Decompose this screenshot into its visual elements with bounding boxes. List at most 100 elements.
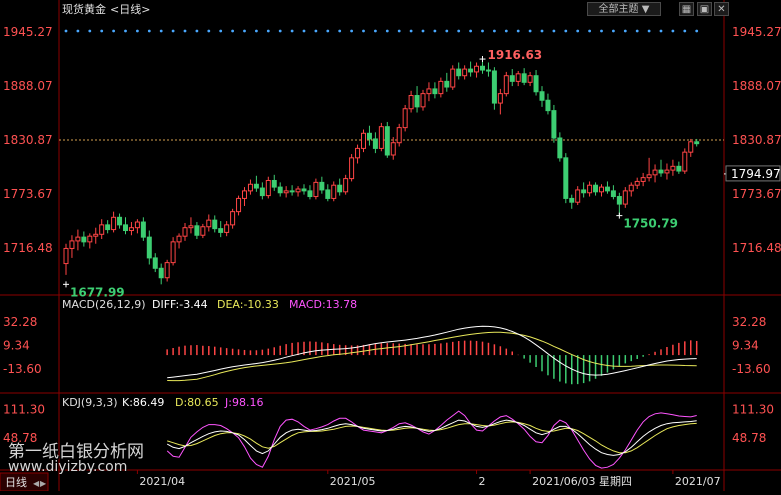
macd-label: MACD(26,12,9): [62, 298, 146, 311]
kdj-tick-right: 48.78: [732, 431, 766, 445]
candle-body: [390, 142, 396, 156]
candle-body: [521, 73, 527, 83]
candle-body: [426, 88, 432, 95]
price-tick-left: 1830.87: [3, 133, 53, 147]
signal-dot: [112, 29, 115, 33]
tab-scroll-left-icon[interactable]: ◀: [33, 479, 40, 488]
maximize-button[interactable]: ▣: [697, 2, 712, 16]
signal-dot: [350, 29, 353, 33]
candle-body: [325, 189, 331, 199]
signal-dot: [588, 29, 591, 33]
candle-body: [170, 241, 176, 264]
candle-body: [616, 196, 622, 205]
signal-dot: [147, 29, 151, 33]
signal-dot: [516, 29, 520, 33]
candle-body: [349, 157, 355, 180]
candle-body: [247, 183, 253, 192]
signal-dot: [362, 29, 365, 33]
signal-dot: [64, 29, 68, 33]
candle-body: [503, 75, 509, 95]
signal-dot: [290, 29, 294, 33]
candle-body: [545, 99, 551, 112]
candle-body: [557, 137, 563, 159]
theme-dropdown-button[interactable]: 全部主题 ▼: [587, 2, 661, 16]
candle-body: [206, 219, 212, 228]
candle-body: [188, 225, 194, 229]
candle-body: [295, 188, 301, 193]
candle-body: [474, 65, 480, 73]
grid-layout-button[interactable]: ▦: [679, 2, 694, 16]
signal-dot: [493, 29, 496, 33]
kdj-axis-ticks: 111.30 111.30 48.78 48.78: [3, 403, 774, 445]
macd-dea-label: DEA:-10.33: [217, 298, 279, 311]
price-axis-ticks: 1945.27 1945.27 1888.07 1888.07 1830.87 1830.…: [3, 25, 781, 255]
candle-body: [111, 216, 117, 231]
candle-body: [480, 65, 485, 71]
candle-body: [242, 190, 247, 199]
candle-body: [688, 141, 694, 153]
tab-scroll-right-icon[interactable]: ▶: [40, 479, 47, 488]
kdj-tick-left: 111.30: [3, 403, 45, 417]
candle-body: [563, 157, 569, 199]
candle-body: [414, 95, 420, 108]
candle-body: [539, 91, 545, 101]
candle-body: [509, 75, 515, 82]
signal-dot: [576, 29, 580, 33]
price-tick-right: 1716.48: [732, 241, 781, 255]
period-selector[interactable]: <日线>: [110, 2, 150, 16]
signal-dot: [231, 29, 235, 33]
candle-body: [610, 190, 616, 198]
candle-body: [652, 169, 658, 176]
candle-body: [361, 132, 366, 149]
candle-body: [277, 186, 283, 194]
candle-body: [152, 257, 158, 269]
macd-axis-ticks: 32.28 32.28 9.34 9.34 -13.60 -13.60: [3, 315, 771, 376]
candle-body: [378, 126, 384, 149]
signal-dots: [64, 29, 699, 33]
signal-dot: [635, 29, 639, 33]
candle-body: [87, 235, 93, 243]
close-button[interactable]: ✕: [714, 2, 729, 16]
signal-dot: [433, 29, 437, 33]
candle-body: [337, 184, 343, 193]
candle-body: [75, 236, 81, 242]
macd-tick-right: 9.34: [732, 339, 759, 353]
macd-tick-right: -13.60: [732, 362, 771, 376]
macd-diff-label: DIFF:-3.44: [152, 298, 208, 311]
price-tick-left: 1888.07: [3, 79, 53, 93]
annotation-label: 1750.79: [623, 217, 678, 231]
annotation-label: 1916.63: [488, 48, 543, 62]
candle-body: [581, 189, 587, 194]
macd-tick-left: 9.34: [3, 339, 30, 353]
candle-body: [396, 127, 402, 144]
candle-body: [408, 95, 414, 110]
signal-dot: [671, 29, 675, 33]
price-annotations: 1916.63 1677.99 1750.79: [63, 48, 678, 299]
price-tick-right: 1830.87: [732, 133, 781, 147]
signal-dot: [326, 29, 330, 33]
grid-icon: ▦: [681, 4, 692, 15]
signal-dot: [528, 29, 532, 33]
signal-dot: [647, 29, 651, 33]
signal-dot: [76, 29, 80, 33]
candle-body: [259, 187, 265, 197]
kdj-j-label: J:98.16: [224, 396, 263, 409]
candle-body: [289, 190, 295, 193]
signal-dot: [88, 29, 92, 33]
candle-body: [402, 108, 408, 129]
candle-body: [69, 240, 75, 249]
kdj-j-line: [166, 410, 697, 469]
signal-dot: [469, 29, 472, 33]
macd-tick-left: 32.28: [3, 315, 37, 329]
candle-body: [128, 227, 134, 232]
signal-dot: [159, 29, 163, 33]
signal-dot: [445, 29, 449, 33]
candle-body: [604, 186, 610, 192]
signal-dot: [564, 29, 568, 33]
time-axis-label: 2021/04: [139, 475, 185, 488]
time-axis-label: 2: [479, 475, 486, 488]
signal-dot: [612, 29, 615, 33]
